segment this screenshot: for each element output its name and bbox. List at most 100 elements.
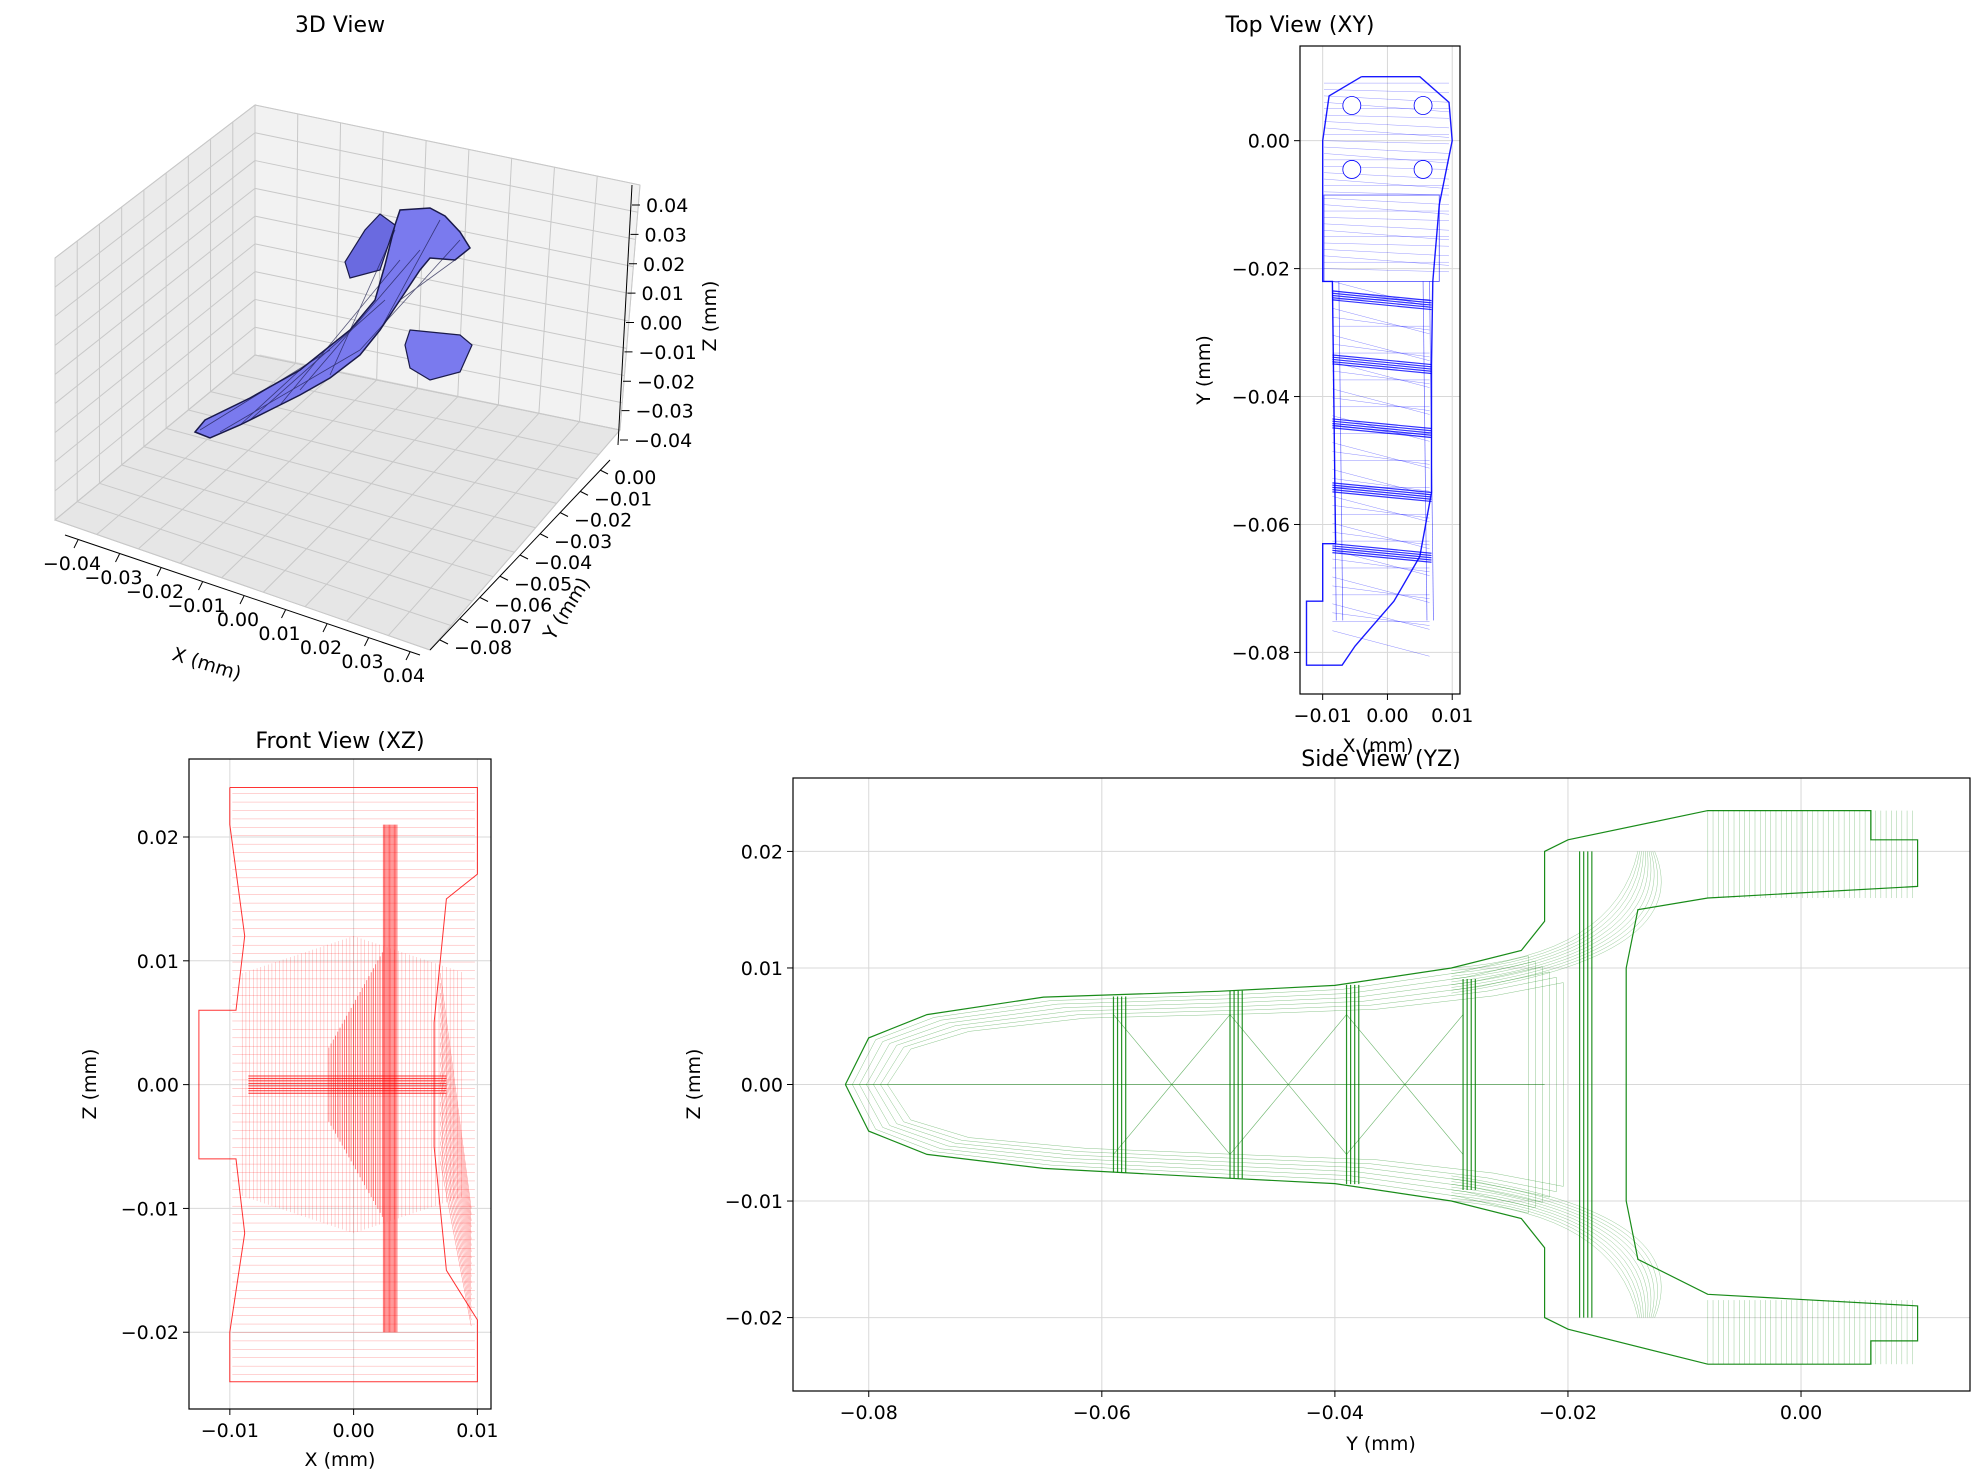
side-view-fillet-line (1451, 851, 1649, 983)
side-view-fillet-line (1451, 851, 1662, 994)
view3d-floor-gridline (262, 396, 459, 593)
side-view-y-tick-label: −0.02 (725, 1308, 783, 1330)
top-view-x-tick-label: −0.01 (1294, 705, 1352, 727)
view3d-y-tick-label: −0.04 (534, 552, 592, 574)
top-view-mesh-line (1323, 127, 1450, 138)
view3d-x-tick (281, 609, 286, 619)
view3d-x-tick (239, 595, 245, 605)
front-view-diagonal-line (440, 1072, 472, 1271)
front-view-diagonal-line (440, 1141, 472, 1314)
front-view-diagonal-line (440, 1121, 472, 1302)
view3d-title: 3D View (295, 13, 385, 38)
view3d-x-tick (156, 567, 162, 577)
front-view-diagonal-line (440, 1082, 472, 1277)
view3d-left-gridline (54, 104, 256, 259)
top-view-mesh-line (1332, 496, 1430, 523)
top-view-mesh-line (1323, 255, 1450, 266)
view3d-z-label: Z (mm) (699, 281, 721, 352)
top-view-rib-line (1332, 425, 1432, 436)
view3d-mesh-top-plate (344, 213, 396, 279)
view3d-mesh-line (199, 349, 331, 431)
view3d-floor-gridline (221, 387, 418, 579)
side-view-fillet-line (1451, 851, 1639, 969)
side-view-x-label: Y (mm) (1345, 1433, 1416, 1455)
front-view-y-tick-label: 0.01 (137, 951, 179, 973)
front-view-x-tick-label: −0.01 (201, 1420, 259, 1442)
side-view-fillet-line (1451, 851, 1640, 972)
view3d-mesh-line (329, 229, 396, 376)
top-view-mesh-line (1323, 197, 1450, 205)
top-view-rib-line (1332, 545, 1432, 557)
top-view-rib-line (1332, 297, 1432, 308)
front-view-diagonal-line (440, 983, 472, 1215)
view3d-y-tick-label: 0.00 (614, 467, 656, 489)
view3d-z-tick-label: −0.04 (634, 430, 692, 452)
top-view-mesh-line (1332, 343, 1430, 358)
top-view-rib-line (1332, 491, 1432, 503)
view3d-mesh-line (359, 239, 461, 351)
view3d-z-axis-line (617, 184, 633, 446)
front-view-x-tick-label: 0.00 (332, 1420, 374, 1442)
front-view-title: Front View (XZ) (255, 729, 424, 754)
top-view-mesh-line (1332, 415, 1430, 442)
view3d-z-tick-label: 0.04 (646, 195, 688, 217)
view3d-x-tick-label: −0.02 (126, 581, 184, 603)
view3d-floor-gridline (188, 409, 557, 504)
top-view-y-tick-label: −0.06 (1232, 514, 1290, 536)
view3d-floor-gridline (99, 482, 473, 602)
top-view-mesh-line (1323, 140, 1449, 145)
view3d-y-tick-label: −0.02 (574, 510, 632, 532)
side-view-fillet-line (1451, 851, 1658, 991)
view3d-back-gridline (578, 176, 598, 422)
top-view-rib-line (1332, 294, 1432, 306)
top-view-rib-line (1332, 363, 1432, 375)
top-view-mesh-line (1332, 397, 1430, 411)
front-view-x-label: X (mm) (305, 1449, 376, 1471)
top-view-mesh-line (1332, 424, 1430, 438)
view3d-floor-gridline (54, 354, 256, 521)
view3d-z-tick-label: −0.03 (636, 401, 694, 423)
view3d-floor-gridline (121, 464, 494, 578)
view3d-x-tick (364, 637, 369, 647)
view3d-z-ticks: 0.04 0.03 0.02 0.01 0.00 −0.01 −0.02 −0.03 −0.04 (620, 195, 697, 452)
top-view-rib-line (1332, 420, 1432, 432)
view3d-y-tick (599, 469, 609, 475)
top-view-rib-line (1332, 549, 1432, 561)
view3d-back-gridline (538, 167, 555, 414)
view3d-z-tick-label: 0.00 (640, 313, 682, 335)
top-view-rib-line (1332, 552, 1432, 563)
top-view-mesh-line (1332, 316, 1430, 331)
side-view-fillet-line (1451, 851, 1644, 977)
top-view-y-tick-label: −0.02 (1232, 259, 1290, 281)
top-view-mesh-line (1332, 290, 1430, 304)
view3d-model (193, 207, 473, 439)
view3d-x-tick-label: 0.00 (217, 609, 259, 631)
top-view-mesh-line (1332, 603, 1430, 630)
view3d-back-gridline (254, 243, 629, 322)
view3d-floor-gridline (346, 412, 540, 622)
side-view-y-tick-label: −0.01 (725, 1191, 783, 1213)
side-view-fillet-line (1451, 1189, 1646, 1318)
view3d-mesh-line (379, 219, 441, 331)
front-view-diagonal-line (440, 1111, 472, 1296)
front-view-frame (188, 758, 492, 1410)
front-view-y-tick-label: 0.00 (137, 1075, 179, 1097)
view3d-left-gridline (54, 132, 256, 288)
side-view-fillet-line (1451, 1181, 1655, 1318)
view3d-left-gridline (54, 326, 256, 492)
top-view-hole (1342, 96, 1362, 115)
side-view-x-tick-label: −0.08 (840, 1402, 898, 1424)
view3d-x-tick-label: −0.01 (167, 595, 225, 617)
side-view-panel: Side View (YZ) −0.08 −0.06 −0.04 −0.02 0.00 … (683, 747, 1971, 1455)
side-view-fillet-line (1451, 1184, 1652, 1318)
view3d-x-tick (198, 581, 203, 591)
view3d-y-axis: 0.00−0.01−0.02−0.03−0.04−0.05−0.06−0.07−… (429, 459, 656, 659)
top-view-rail-line (1429, 281, 1434, 621)
view3d-y-tick (579, 490, 589, 496)
top-view-mesh-line (1332, 442, 1430, 469)
side-view-fillet-line (1451, 851, 1646, 980)
top-view-rib-line (1332, 358, 1432, 370)
top-view-rib-line (1332, 427, 1432, 439)
view3d-left-gridline (54, 160, 256, 317)
side-view-y-ticks: 0.02 0.01 0.00 −0.01 −0.02 (725, 841, 793, 1330)
